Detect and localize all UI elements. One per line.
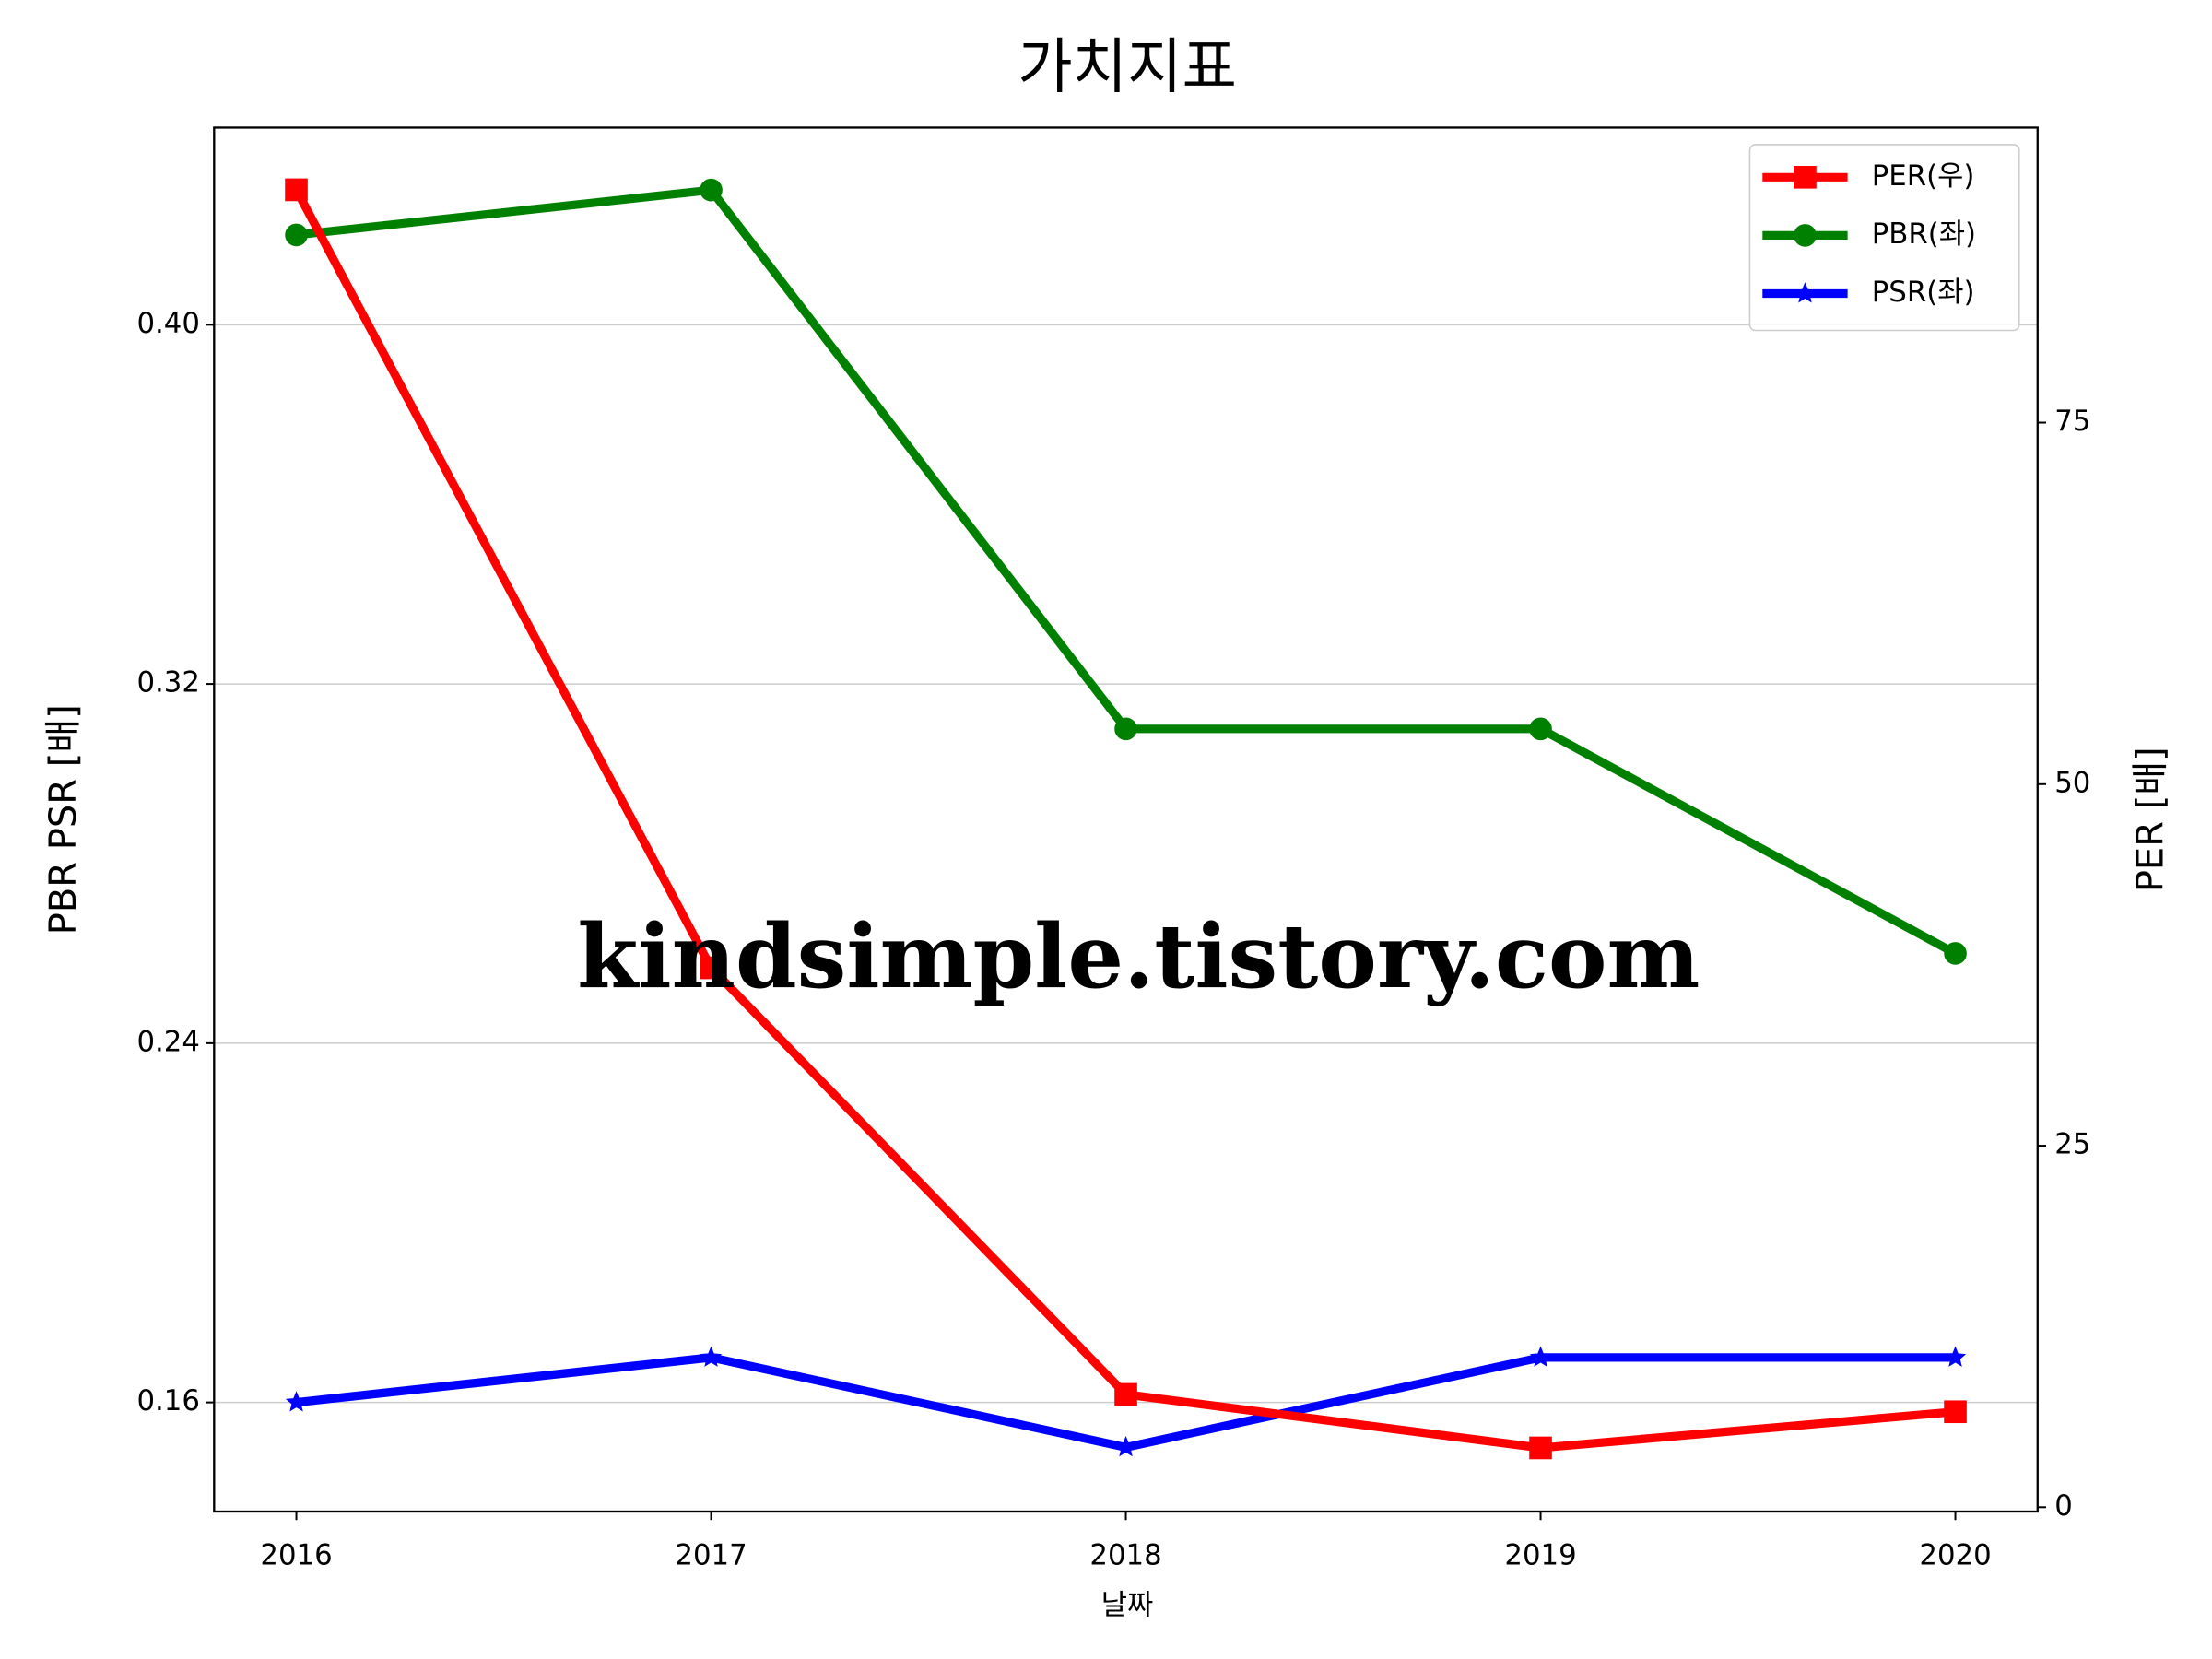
data-point — [1529, 1436, 1552, 1460]
y-tick-label: 0.16 — [136, 1384, 199, 1418]
x-tick-label: 2020 — [1919, 1539, 1991, 1572]
data-point — [1114, 717, 1137, 741]
chart-title: 가치지표 — [1018, 33, 1237, 102]
data-point — [1114, 1436, 1137, 1457]
legend-marker — [1794, 166, 1817, 189]
x-tick-label: 2017 — [675, 1539, 747, 1572]
watermark: kindsimple.tistory.com — [577, 905, 1700, 1008]
data-point — [285, 178, 308, 202]
series-line — [296, 185, 1958, 958]
legend-marker — [1794, 282, 1817, 303]
y-axis-label: PBR PSR [배] — [42, 704, 85, 935]
data-point — [700, 956, 723, 980]
y-tick-label: 0.40 — [136, 307, 199, 340]
data-point — [1944, 942, 1967, 965]
y2-axis-label: PER [배] — [2129, 747, 2171, 892]
data-point — [285, 223, 308, 247]
y-tick-label: 0.24 — [136, 1025, 199, 1058]
x-tick-label: 2016 — [260, 1539, 332, 1572]
y2-tick-label: 25 — [2054, 1128, 2090, 1161]
y-tick-label: 0.32 — [136, 666, 199, 700]
legend-label: PER(우) — [1872, 159, 1975, 193]
legend-marker — [1794, 224, 1817, 247]
data-point — [1944, 1346, 1967, 1367]
data-point — [1944, 1400, 1967, 1424]
x-tick-label: 2019 — [1504, 1539, 1576, 1572]
data-point — [700, 178, 723, 202]
y2-tick-label: 0 — [2054, 1489, 2073, 1523]
plot-frame — [213, 126, 2039, 1513]
legend-label: PSR(좌) — [1872, 276, 1975, 309]
data-point — [285, 1391, 308, 1412]
data-point — [700, 1346, 723, 1367]
legend: PER(우) PBR(좌) PSR(좌) — [1748, 144, 2020, 332]
x-axis-label: 날짜 — [1101, 1589, 1154, 1622]
x-tick-label: 2018 — [1089, 1539, 1161, 1572]
data-point — [1529, 1346, 1552, 1367]
legend-label: PBR(좌) — [1872, 218, 1976, 251]
legend-frame — [1748, 144, 2020, 332]
y2-tick-label: 75 — [2054, 405, 2090, 438]
data-point — [1114, 1382, 1137, 1406]
data-point — [1529, 717, 1552, 741]
y2-tick-label: 50 — [2054, 766, 2090, 799]
